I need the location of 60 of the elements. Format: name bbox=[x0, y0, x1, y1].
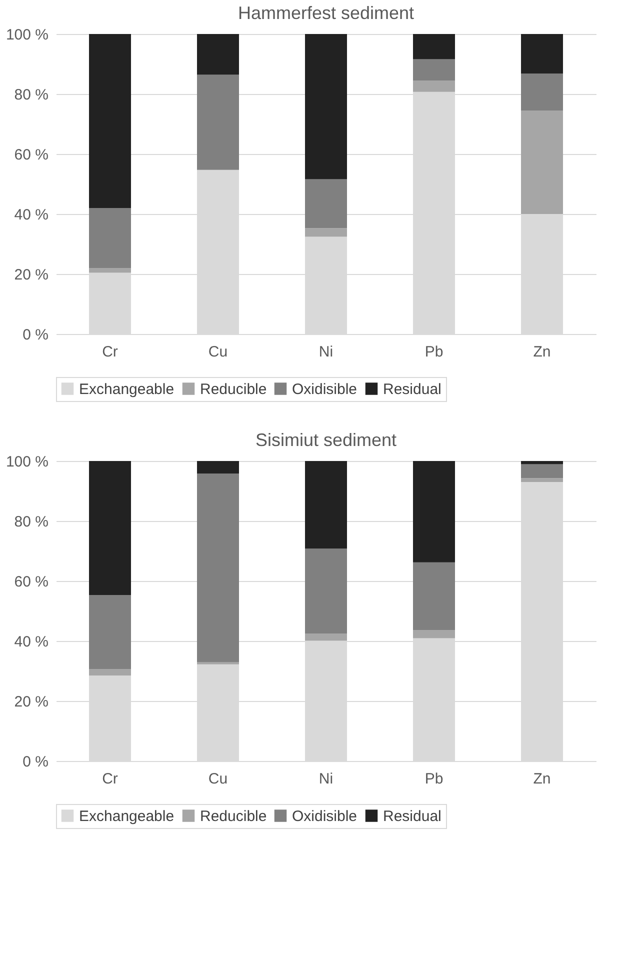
bar bbox=[521, 461, 563, 464]
x-tick-label: Ni bbox=[318, 770, 334, 788]
bar bbox=[413, 630, 455, 638]
legend-label: Oxidisible bbox=[292, 808, 358, 825]
y-tick-label: 100 % bbox=[6, 454, 48, 470]
y-tick-label: 60 % bbox=[14, 574, 48, 590]
bar bbox=[89, 208, 131, 268]
bar bbox=[197, 34, 239, 75]
chart-title: Sisimiut sediment bbox=[255, 430, 397, 450]
x-tick-label: Cu bbox=[208, 344, 228, 360]
bar bbox=[305, 228, 347, 237]
bar bbox=[305, 634, 347, 641]
x-tick-label: Zn bbox=[533, 770, 551, 788]
y-tick-label: 60 % bbox=[14, 146, 48, 164]
bar bbox=[89, 34, 131, 208]
bar bbox=[89, 669, 131, 676]
y-tick-label: 80 % bbox=[14, 514, 48, 530]
x-tick-label: Pb bbox=[424, 770, 444, 788]
bar bbox=[305, 461, 347, 549]
bar bbox=[89, 595, 131, 670]
legend-label: Oxidisible bbox=[292, 380, 358, 398]
y-tick-label: 0 % bbox=[22, 326, 48, 344]
y-tick-label: 0 % bbox=[22, 754, 48, 770]
x-tick-label: Cu bbox=[208, 770, 228, 788]
x-tick-label: Cr bbox=[102, 344, 118, 360]
bar bbox=[521, 464, 563, 478]
chart-title: Hammerfest sediment bbox=[238, 3, 414, 23]
legend-label: Residual bbox=[383, 808, 442, 825]
bar bbox=[197, 461, 239, 474]
bar bbox=[413, 562, 455, 630]
bar bbox=[197, 474, 239, 662]
bar bbox=[413, 461, 455, 562]
bar bbox=[521, 34, 563, 74]
legend-label: Reducible bbox=[200, 380, 267, 398]
x-tick-label: Pb bbox=[424, 344, 444, 360]
bar bbox=[197, 74, 239, 170]
legend-label: Exchangeable bbox=[79, 808, 174, 825]
bar bbox=[413, 34, 455, 60]
bar bbox=[89, 268, 131, 273]
bar bbox=[413, 80, 455, 92]
bar bbox=[305, 179, 347, 228]
y-tick-label: 40 % bbox=[14, 206, 48, 224]
legend-label: Residual bbox=[383, 380, 442, 398]
bar bbox=[521, 478, 563, 482]
legend-label: Reducible bbox=[200, 808, 267, 825]
y-tick-label: 80 % bbox=[14, 86, 48, 104]
bar bbox=[305, 34, 347, 180]
bar bbox=[413, 59, 455, 81]
x-tick-label: Cr bbox=[102, 770, 118, 788]
y-tick-label: 40 % bbox=[14, 634, 48, 650]
bar bbox=[89, 461, 131, 596]
x-tick-label: Ni bbox=[318, 344, 334, 360]
bar bbox=[521, 74, 563, 110]
y-tick-label: 20 % bbox=[14, 266, 48, 284]
y-tick-label: 100 % bbox=[6, 26, 48, 44]
bar bbox=[305, 548, 347, 634]
y-tick-label: 20 % bbox=[14, 694, 48, 710]
legend-label: Exchangeable bbox=[79, 380, 174, 398]
bar bbox=[521, 110, 563, 214]
x-tick-label: Zn bbox=[533, 344, 551, 360]
